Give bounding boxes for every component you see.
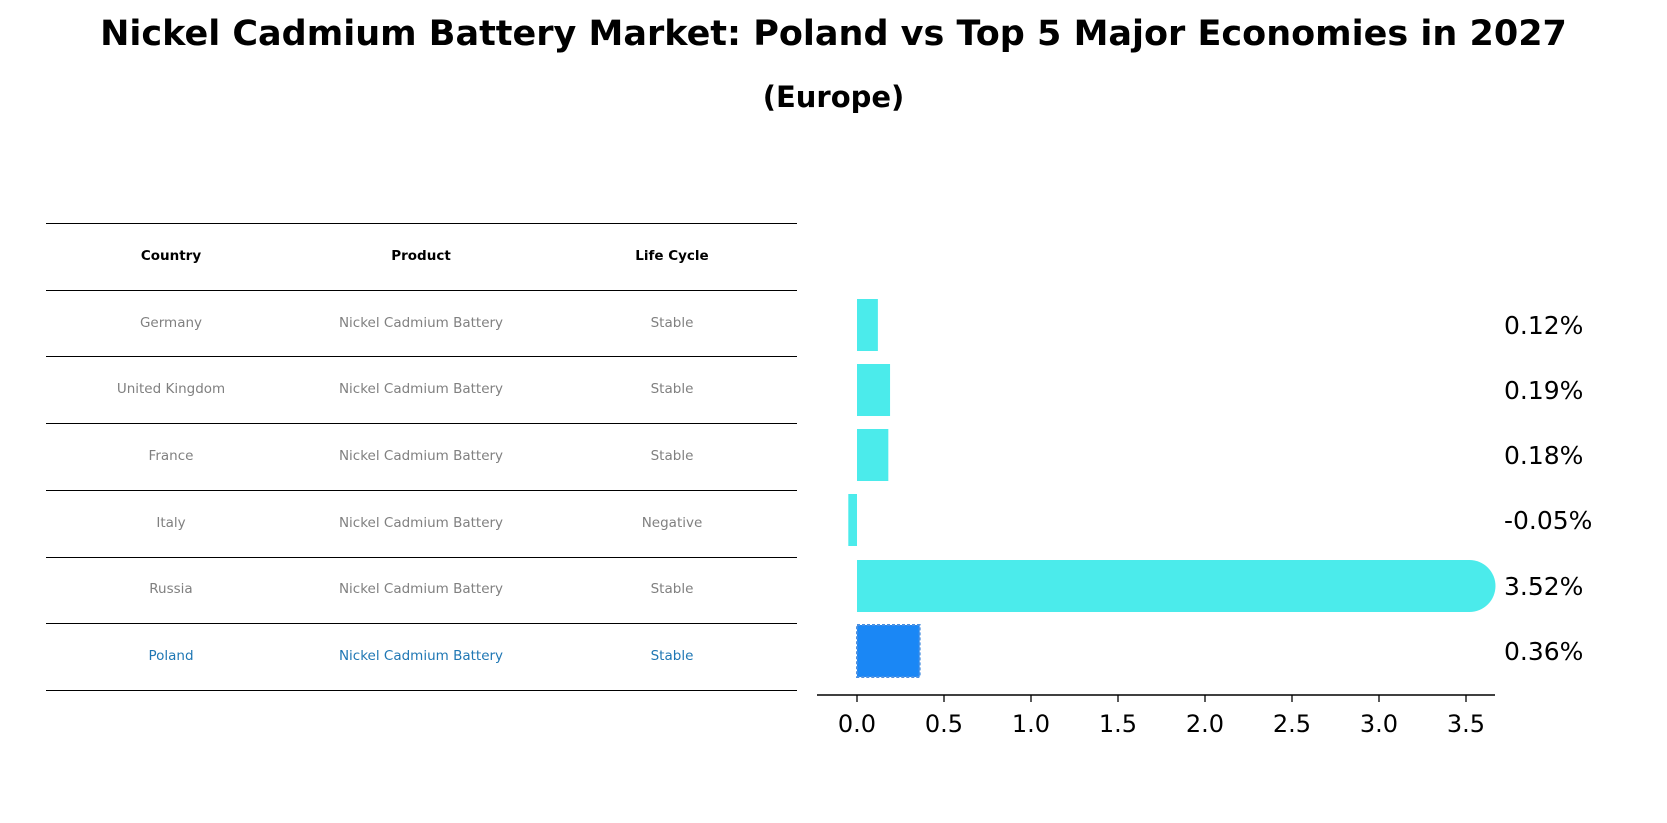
- cell-life-cycle: Stable: [650, 581, 694, 597]
- value-label: 0.19%: [1504, 376, 1583, 405]
- cell-life-cycle: Stable: [650, 315, 694, 331]
- cell-country: Russia: [149, 581, 193, 597]
- cell-product: Nickel Cadmium Battery: [338, 315, 504, 331]
- x-tick-label: 1.0: [1012, 710, 1050, 738]
- header-product: Product: [391, 248, 451, 264]
- cell-country: Germany: [139, 315, 203, 331]
- table-rule: [46, 690, 797, 691]
- cell-life-cycle: Stable: [650, 448, 694, 464]
- x-tick-label: 3.0: [1360, 710, 1398, 738]
- table-rule: [46, 557, 797, 558]
- table-rule: [46, 423, 797, 424]
- cell-country: Poland: [148, 648, 194, 664]
- header-country: Country: [140, 248, 202, 264]
- table-rule: [46, 290, 797, 291]
- value-label: 0.36%: [1504, 637, 1583, 666]
- table-rule: [46, 223, 797, 224]
- cell-country: Italy: [156, 515, 186, 531]
- x-tick-label: 0.5: [925, 710, 963, 738]
- cell-life-cycle: Negative: [641, 515, 703, 531]
- bar: [848, 494, 857, 546]
- chart-title: Nickel Cadmium Battery Market: Poland vs…: [100, 14, 1567, 54]
- value-label: 3.52%: [1504, 572, 1583, 601]
- table-rule: [46, 356, 797, 357]
- table-rule: [46, 623, 797, 624]
- bar: [857, 560, 1496, 612]
- cell-country: United Kingdom: [116, 381, 226, 397]
- value-label: -0.05%: [1504, 506, 1592, 535]
- cell-product: Nickel Cadmium Battery: [338, 515, 504, 531]
- bar: [856, 624, 921, 678]
- bar: [857, 364, 891, 416]
- cell-product: Nickel Cadmium Battery: [338, 648, 504, 664]
- cell-life-cycle: Stable: [650, 648, 694, 664]
- table-rule: [46, 490, 797, 491]
- cell-product: Nickel Cadmium Battery: [338, 581, 504, 597]
- value-label: 0.12%: [1504, 311, 1583, 340]
- x-tick-label: 1.5: [1099, 710, 1137, 738]
- value-label: 0.18%: [1504, 441, 1583, 470]
- x-tick-label: 2.5: [1273, 710, 1311, 738]
- header-life-cycle: Life Cycle: [635, 248, 709, 264]
- x-tick-label: 3.5: [1447, 710, 1485, 738]
- bar: [857, 299, 878, 351]
- chart-subtitle: (Europe): [762, 80, 905, 114]
- cell-life-cycle: Stable: [650, 381, 694, 397]
- x-tick-label: 2.0: [1186, 710, 1224, 738]
- bar: [857, 429, 889, 481]
- cell-product: Nickel Cadmium Battery: [338, 381, 504, 397]
- x-tick-label: 0.0: [838, 710, 876, 738]
- cell-product: Nickel Cadmium Battery: [338, 448, 504, 464]
- cell-country: France: [148, 448, 194, 464]
